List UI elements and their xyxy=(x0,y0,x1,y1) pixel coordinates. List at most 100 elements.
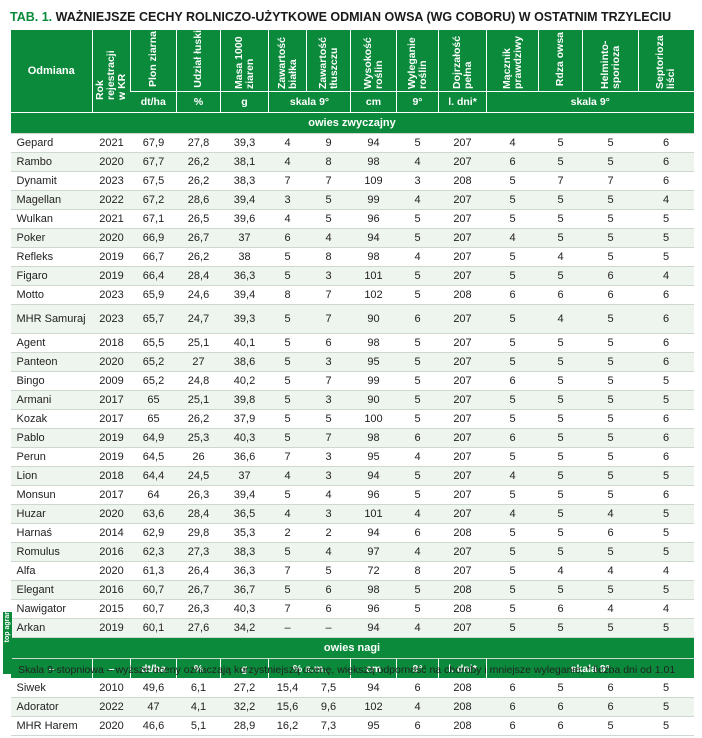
table-row: Poker 2020 66,9 26,7 37 6 4 94 5 207 4 5 5 5 xyxy=(10,228,694,248)
cell-wy: 5 xyxy=(396,266,439,286)
cell-u: 26,2 xyxy=(176,409,221,429)
cell-se: 6 xyxy=(638,152,694,172)
cell-w: 99 xyxy=(350,190,397,210)
cell-wy: 5 xyxy=(396,390,439,410)
header-dojrzalosc: Dojrzałość pełna xyxy=(438,30,487,92)
cell-p: 65,2 xyxy=(130,371,177,391)
table-row: Kozak 2017 65 26,2 37,9 5 5 100 5 207 5 5 5 6 xyxy=(10,409,694,429)
cell-u: 4,1 xyxy=(176,697,221,717)
cell-ma: 5 xyxy=(486,447,539,467)
cell-p: 66,9 xyxy=(130,228,177,248)
cell-rd: 4 xyxy=(538,247,583,267)
header-udzial-label: Udział łuski xyxy=(192,30,204,88)
header-rok: Rok rejestracji w KR xyxy=(92,30,131,113)
cell-t: 6 xyxy=(306,599,351,619)
cell-ma: 5 xyxy=(486,247,539,267)
cell-wy: 4 xyxy=(396,504,439,524)
cell-rd: 5 xyxy=(538,542,583,562)
cell-wy: 4 xyxy=(396,447,439,467)
header-plon: Plon ziarna xyxy=(130,30,177,92)
cell-t: 9 xyxy=(306,133,351,153)
variety-name: Pablo xyxy=(10,428,93,448)
cell-p: 63,6 xyxy=(130,504,177,524)
cell-rd: 5 xyxy=(538,580,583,600)
cell-rd: 5 xyxy=(538,333,583,353)
cell-d: 208 xyxy=(438,599,487,619)
header-wysokosc: Wysokość roślin xyxy=(350,30,397,92)
cell-t: 3 xyxy=(306,504,351,524)
cell-p: 60,7 xyxy=(130,599,177,619)
cell-r: 2017 xyxy=(92,485,131,505)
cell-se: 5 xyxy=(638,466,694,486)
variety-name: Adorator xyxy=(10,697,93,717)
cell-p: 67,9 xyxy=(130,133,177,153)
cell-d: 207 xyxy=(438,190,487,210)
cell-m: 39,6 xyxy=(220,209,269,229)
cell-t: 5 xyxy=(306,209,351,229)
cell-m: 38,6 xyxy=(220,352,269,372)
cell-t: 5 xyxy=(306,409,351,429)
cell-se: 5 xyxy=(638,580,694,600)
unit-skala-ch: skala 9° xyxy=(486,91,694,113)
cell-he: 6 xyxy=(582,285,639,305)
cell-p: 62,9 xyxy=(130,523,177,543)
cell-u: 26,3 xyxy=(176,599,221,619)
cell-w: 95 xyxy=(350,716,397,736)
header-udzial: Udział łuski xyxy=(176,30,221,92)
header-dojrzalosc-label: Dojrzałość pełna xyxy=(450,35,474,89)
header-rok-label: Rok rejestracji w KR xyxy=(94,49,128,100)
cell-se: 6 xyxy=(638,304,694,334)
cell-ma: 4 xyxy=(486,228,539,248)
unit-wyleganie: 9° xyxy=(396,91,439,113)
cell-b: – xyxy=(268,618,307,638)
cell-p: 64 xyxy=(130,485,177,505)
cell-w: 98 xyxy=(350,333,397,353)
cell-m: 38,3 xyxy=(220,171,269,191)
cell-r: 2020 xyxy=(92,716,131,736)
cell-p: 47 xyxy=(130,697,177,717)
cell-r: 2017 xyxy=(92,409,131,429)
cell-b: 5 xyxy=(268,390,307,410)
variety-name: Agent xyxy=(10,333,93,353)
cell-p: 64,9 xyxy=(130,428,177,448)
cell-u: 25,1 xyxy=(176,390,221,410)
table-row: Harnaś 2014 62,9 29,8 35,3 2 2 94 6 208 5 5 6 5 xyxy=(10,523,694,543)
cell-r: 2019 xyxy=(92,428,131,448)
cell-t: 6 xyxy=(306,333,351,353)
cell-he: 5 xyxy=(582,247,639,267)
variety-name: Dynamit xyxy=(10,171,93,191)
cell-d: 207 xyxy=(438,428,487,448)
cell-wy: 5 xyxy=(396,209,439,229)
cell-ma: 6 xyxy=(486,428,539,448)
cell-t: 7 xyxy=(306,285,351,305)
cell-t: 5 xyxy=(306,190,351,210)
cell-t: 7 xyxy=(306,371,351,391)
cell-r: 2015 xyxy=(92,599,131,619)
cell-ma: 6 xyxy=(486,697,539,717)
cell-se: 6 xyxy=(638,171,694,191)
cell-p: 61,3 xyxy=(130,561,177,581)
variety-name: Monsun xyxy=(10,485,93,505)
cell-w: 109 xyxy=(350,171,397,191)
cell-wy: 5 xyxy=(396,133,439,153)
cell-he: 5 xyxy=(582,228,639,248)
cell-w: 94 xyxy=(350,228,397,248)
cell-u: 26 xyxy=(176,447,221,467)
header-bialko-label: Zawartość białka xyxy=(275,37,299,89)
variety-name: Lion xyxy=(10,466,93,486)
cell-t: – xyxy=(306,618,351,638)
cell-rd: 5 xyxy=(538,152,583,172)
cell-t: 3 xyxy=(306,447,351,467)
cell-m: 28,9 xyxy=(220,716,269,736)
cell-rd: 4 xyxy=(538,304,583,334)
cell-u: 26,4 xyxy=(176,561,221,581)
variety-name: Motto xyxy=(10,285,93,305)
cell-p: 65,2 xyxy=(130,352,177,372)
cell-r: 2009 xyxy=(92,371,131,391)
variety-name: Perun xyxy=(10,447,93,467)
cell-he: 5 xyxy=(582,466,639,486)
unit-row: dt/ha % g skala 9° cm 9° l. dni* skala 9… xyxy=(11,91,694,113)
cell-he: 4 xyxy=(582,561,639,581)
cell-m: 39,4 xyxy=(220,190,269,210)
cell-r: 2023 xyxy=(92,304,131,334)
